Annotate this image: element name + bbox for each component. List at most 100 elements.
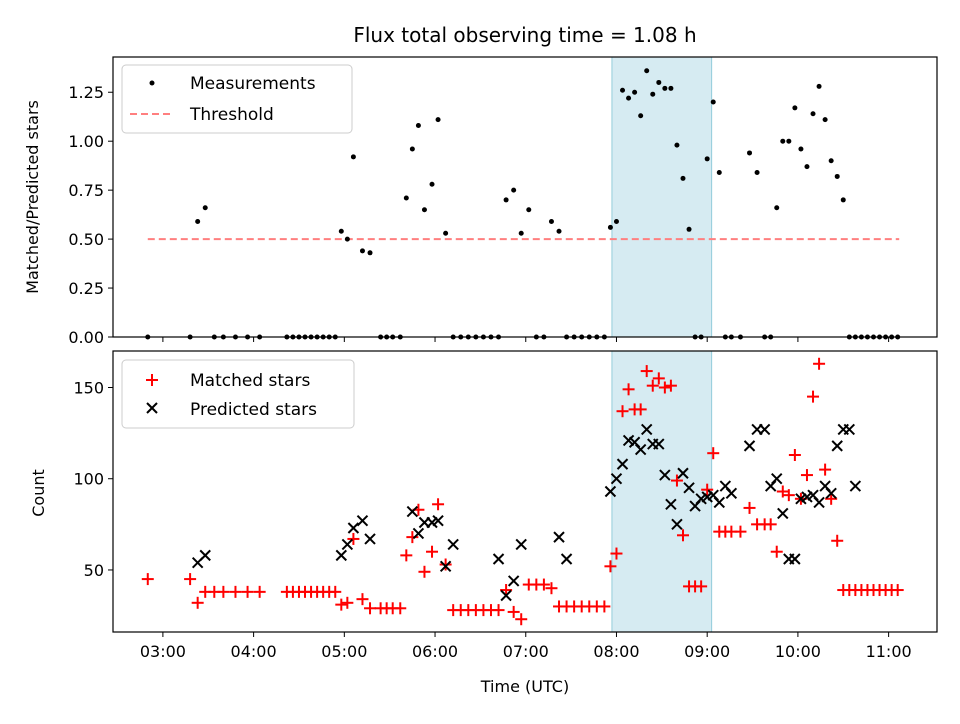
matched-star-point [825, 492, 838, 505]
matched-star-point [622, 383, 635, 396]
matched-star-point [782, 489, 795, 502]
measurement-point [822, 117, 828, 123]
bottom-y-tick-label: 50 [84, 561, 104, 580]
measurement-point [716, 170, 722, 176]
top-y-tick-label: 0.25 [68, 279, 104, 298]
predicted-star-point [665, 498, 677, 510]
measurement-point [786, 138, 792, 144]
measurement-point [429, 181, 435, 187]
measurement-point [620, 87, 626, 93]
measurement-point [754, 170, 760, 176]
predicted-star-point [743, 440, 756, 452]
matched-star-point [507, 605, 520, 618]
measurement-point [680, 175, 686, 181]
matched-star-point [439, 558, 452, 571]
measurement-point [613, 218, 619, 224]
measurement-point [638, 113, 644, 119]
top-y-tick-label: 0.50 [68, 230, 104, 249]
predicted-star-point [683, 482, 695, 494]
predicted-star-point [406, 505, 419, 518]
predicted-star-point [813, 496, 825, 509]
matched-star-point [788, 449, 801, 462]
predicted-star-point [641, 423, 653, 436]
matched-star-point [776, 485, 789, 498]
measurement-point [747, 150, 753, 156]
top-y-axis-label: Matched/Predicted stars [23, 100, 42, 294]
matched-star-point [141, 573, 154, 586]
measurement-point [650, 91, 656, 97]
measurement-point [344, 236, 350, 242]
matched-legend-marker [146, 374, 158, 386]
predicted-star-point [634, 443, 647, 456]
matched-star-point [701, 483, 714, 496]
observing-span-shade-top [611, 56, 713, 338]
predicted-star-point [677, 467, 689, 479]
top-x-ticks [162, 337, 890, 342]
measurement-point [798, 146, 804, 152]
predicted-star-point [849, 480, 862, 492]
matched-star-point [813, 357, 826, 370]
matched-star-point [537, 578, 550, 591]
predicted-star-point [604, 485, 617, 498]
predicted-star-point [789, 553, 801, 565]
measurements-legend-marker [149, 80, 155, 86]
predicted-star-point [500, 589, 512, 602]
matched-star-point [764, 518, 777, 531]
matched-star-point [191, 596, 204, 609]
top-legend: Measurements Threshold [121, 64, 353, 134]
matched-star-point [418, 565, 431, 578]
predicted-star-point [347, 522, 360, 534]
predicted-star-point [507, 575, 520, 587]
x-tick-label: 11:00 [866, 642, 912, 661]
bottom-y-ticks: 50 100 150 [73, 378, 113, 580]
measurement-point [686, 226, 692, 232]
measurement-point [834, 173, 840, 179]
x-tick-label: 03:00 [140, 642, 186, 661]
predicted-star-point [825, 487, 837, 500]
predicted-star-point [560, 553, 573, 565]
measurement-point [780, 138, 786, 144]
measurement-point [526, 207, 532, 213]
matched-star-point [770, 545, 783, 558]
predicted-star-point [364, 533, 376, 545]
measurement-point [443, 230, 449, 236]
predicted-star-point [356, 514, 369, 527]
measurement-point [662, 85, 668, 91]
matched-star-point [184, 573, 197, 586]
matched-star-point [217, 585, 230, 598]
measurement-point [656, 79, 662, 85]
chart-title: Flux total observing time = 1.08 h [353, 23, 696, 47]
matched-star-point [604, 560, 617, 573]
predicted-star-point [553, 531, 565, 543]
x-tick-label: 10:00 [775, 642, 821, 661]
measurement-point [828, 158, 834, 164]
matched-star-point [707, 447, 720, 460]
top-y-tick-label: 1.25 [68, 83, 104, 102]
matched-star-point [634, 403, 647, 416]
measurement-point [548, 218, 554, 224]
measurement-point [503, 197, 509, 203]
measurement-point [644, 68, 650, 74]
measurement-point [338, 228, 344, 234]
measurement-point [840, 197, 846, 203]
matched-star-point [335, 598, 348, 611]
predicted-legend-label: Predicted stars [190, 400, 317, 420]
matched-star-point [545, 582, 558, 595]
matched-star-point [610, 547, 623, 560]
matched-star-point [640, 365, 653, 378]
predicted-star-point [335, 549, 348, 562]
matched-star-point [646, 379, 659, 392]
predicted-star-point [610, 473, 623, 485]
matched-star-point [229, 585, 242, 598]
x-tick-label: 09:00 [684, 642, 730, 661]
matched-star-point [891, 584, 904, 597]
top-y-tick-label: 1.00 [68, 132, 104, 151]
top-y-tick-label: 0.75 [68, 181, 104, 200]
measurement-point [556, 228, 562, 234]
bottom-y-tick-label: 150 [73, 378, 104, 397]
x-tick-label: 04:00 [231, 642, 277, 661]
matched-star-point [432, 498, 445, 511]
matched-star-point [664, 379, 677, 392]
matched-star-point [598, 600, 611, 613]
